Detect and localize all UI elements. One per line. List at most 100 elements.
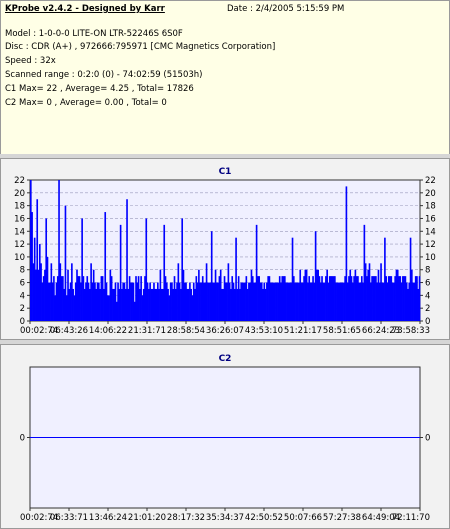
c1-bar <box>31 212 33 321</box>
c1-bar <box>155 288 158 321</box>
c1-bar <box>355 276 358 321</box>
c1-bar <box>101 276 104 321</box>
c1-bar <box>291 237 294 321</box>
c1-bar <box>366 276 368 321</box>
c1-bar <box>369 282 372 321</box>
c1-bar <box>414 276 417 321</box>
speed-info: Speed : 32x <box>5 56 56 66</box>
c1-bar <box>189 282 191 321</box>
c1-bar <box>393 282 395 321</box>
c1-bar <box>109 269 112 321</box>
c1-bar <box>266 282 268 321</box>
splitter-top[interactable] <box>0 154 450 158</box>
c1-bar <box>187 288 190 321</box>
c1-bar <box>56 276 59 321</box>
c1-bar <box>332 276 335 321</box>
c1-bar <box>135 276 137 321</box>
c1-bar <box>245 276 248 321</box>
c1-bar <box>350 276 353 321</box>
y-tick-label-right: 22 <box>425 176 436 186</box>
x-tick-label: 36:26:07 <box>206 326 244 336</box>
c1-bar <box>239 288 241 321</box>
c1-bar <box>148 288 150 321</box>
c1-bar <box>378 282 381 321</box>
y-tick-label-right: 10 <box>425 253 436 263</box>
c1-bar <box>235 237 237 321</box>
c1-bar <box>357 276 359 321</box>
c1-bar <box>37 269 40 321</box>
x-tick-label: 64:49:04 <box>362 513 400 523</box>
c1-bar <box>85 282 87 321</box>
c1-bar <box>117 282 119 321</box>
c1-bar <box>299 269 302 321</box>
c1-bar <box>394 276 396 321</box>
c1-bar <box>340 282 343 321</box>
app-title: KProbe v2.4.2 - Designed by Karr <box>5 4 165 14</box>
c1-bar <box>212 282 214 321</box>
c1-bar <box>221 288 223 321</box>
c1-bar <box>95 288 98 321</box>
y-tick-label-right: 16 <box>425 214 436 224</box>
c1-bar <box>305 269 308 321</box>
c1-bar <box>327 282 330 321</box>
c1-bar <box>402 276 404 321</box>
c1-bar <box>285 282 287 321</box>
c1-bar <box>254 282 257 321</box>
x-tick-label: 00:02:74 <box>20 513 58 523</box>
x-tick-label: 73:58:33 <box>392 326 430 336</box>
c1-bar <box>167 288 169 321</box>
c1-bar <box>380 263 382 321</box>
c1-bar <box>411 269 413 321</box>
c1-bar <box>50 263 53 321</box>
c1-bar <box>382 282 385 321</box>
c1-bar <box>418 276 421 321</box>
c1-bar <box>58 180 60 321</box>
c1-bar <box>47 282 50 321</box>
c1-bar <box>132 282 135 321</box>
c1-bar <box>94 282 96 321</box>
c1-bar <box>289 282 291 321</box>
c1-bar <box>153 282 155 321</box>
c1-bar <box>35 269 37 321</box>
c1-bar <box>248 282 250 321</box>
c1-bar <box>181 218 184 321</box>
c1-bar <box>96 282 99 321</box>
c1-bar <box>416 276 418 321</box>
c1-bar <box>163 224 166 321</box>
c1-bar <box>258 276 260 321</box>
c1-bar <box>201 276 204 321</box>
c1-bar <box>186 288 189 321</box>
c1-bar <box>259 282 262 321</box>
c1-bar <box>118 288 121 321</box>
c1-stats: C1 Max= 22 , Average= 4.25 , Total= 1782… <box>5 84 194 94</box>
c1-bar <box>222 288 225 321</box>
c1-bar <box>55 282 58 321</box>
c1-bar <box>294 282 296 321</box>
c1-bar <box>399 276 402 321</box>
c1-bar <box>267 276 269 321</box>
c1-bar <box>133 301 136 321</box>
c1-bar <box>344 276 346 321</box>
c1-bar <box>286 282 289 321</box>
c1-bar <box>396 269 399 321</box>
c1-bar <box>309 282 312 321</box>
c1-bar <box>104 212 107 321</box>
c1-bar <box>253 282 255 321</box>
c1-bar <box>65 295 68 321</box>
c1-bar <box>190 288 192 321</box>
y-tick-label-left: 20 <box>14 189 25 199</box>
c1-bar <box>173 276 176 321</box>
c1-bar <box>30 180 32 321</box>
c1-bar <box>126 199 128 321</box>
c1-bar <box>282 276 285 321</box>
c1-bar <box>164 276 167 321</box>
y-tick-label-right: 14 <box>425 227 436 237</box>
y-tick-label-left: 18 <box>14 202 25 212</box>
c1-bar <box>91 282 94 321</box>
c1-bar <box>326 269 328 321</box>
c1-bar <box>354 269 357 321</box>
c1-bar <box>115 301 118 321</box>
c1-bar <box>310 282 313 321</box>
c1-bar <box>83 288 86 321</box>
splitter-bottom[interactable] <box>0 340 450 344</box>
